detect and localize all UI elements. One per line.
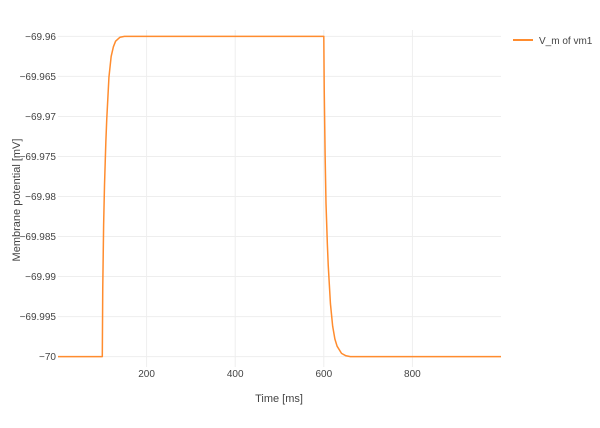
- series-line[interactable]: [58, 35, 501, 358]
- x-axis-title: Time [ms]: [255, 393, 303, 405]
- x-tick-label: 600: [315, 369, 332, 380]
- y-tick-label: −69.985: [20, 232, 57, 243]
- y-tick-label: −69.98: [25, 192, 56, 203]
- y-axis-ticks: −69.96 −69.965 −69.97 −69.975 −69.98 −69.985 −…: [20, 32, 57, 363]
- y-tick-label: −69.965: [20, 72, 57, 83]
- y-axis-title: Membrane potential [mV]: [11, 139, 23, 262]
- y-tick-label: −69.96: [25, 32, 56, 43]
- x-tick-label: 400: [227, 369, 244, 380]
- y-tick-label: −70: [39, 352, 56, 363]
- x-tick-label: 200: [138, 369, 155, 380]
- y-tick-label: −69.99: [25, 272, 56, 283]
- x-axis-ticks: 200 400 600 800: [138, 369, 421, 380]
- y-tick-label: −69.975: [20, 152, 57, 163]
- legend[interactable]: V_m of vm1: [513, 36, 593, 47]
- series-layer: [58, 35, 501, 358]
- y-tick-label: −69.995: [20, 312, 57, 323]
- y-tick-label: −69.97: [25, 112, 56, 123]
- grid-lines: [58, 30, 501, 367]
- x-tick-label: 800: [404, 369, 421, 380]
- legend-label: V_m of vm1: [539, 36, 593, 47]
